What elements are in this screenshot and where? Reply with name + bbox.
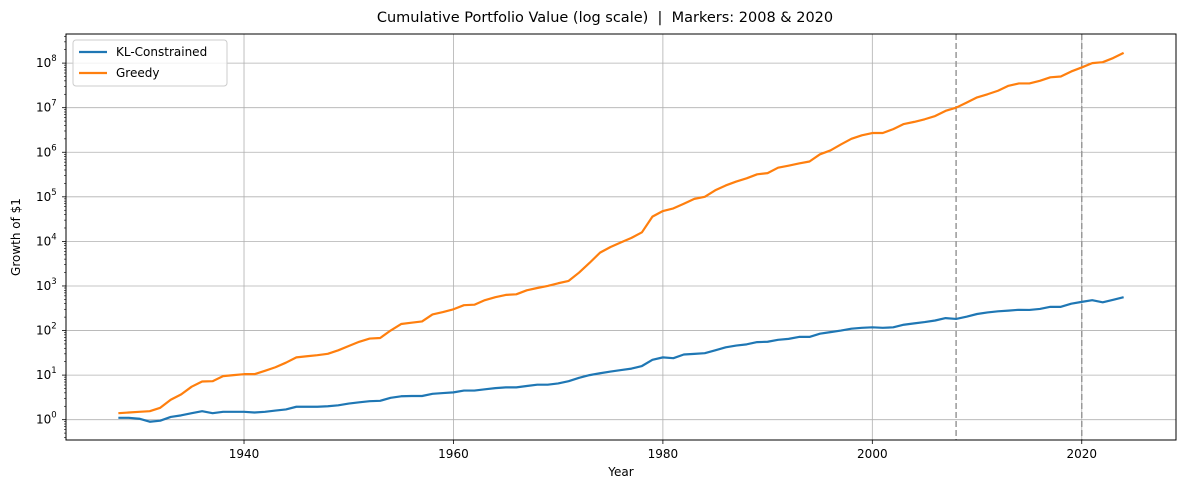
y-tick-label: 105: [36, 188, 57, 204]
legend-box: [72, 39, 228, 87]
y-tick-label: 107: [36, 99, 57, 115]
series-lines: [118, 51, 1125, 423]
chart-title: Cumulative Portfolio Value (log scale) |…: [377, 10, 833, 26]
y-tick-label: 106: [36, 143, 57, 159]
legend-label-greedy: Greedy: [116, 66, 159, 80]
x-tick-label: 1960: [438, 447, 469, 461]
x-tick-label: 2000: [857, 447, 888, 461]
y-axis: 100 101 102 103 104 105 106 107 108: [36, 35, 66, 438]
y-tick-label: 104: [36, 232, 57, 248]
y-axis-label: Growth of $1: [9, 198, 23, 276]
legend: KL-Constrained Greedy: [72, 39, 228, 87]
y-tick-label: 108: [36, 54, 57, 70]
x-axis: 1940 1960 1980 2000 2020: [229, 440, 1097, 461]
y-tick-label: 101: [36, 366, 57, 382]
series-line-greedy: [118, 51, 1125, 415]
marker-lines: [955, 34, 1083, 440]
y-tick-label: 102: [36, 322, 57, 338]
x-tick-label: 1940: [229, 447, 260, 461]
y-tick-label: 103: [36, 277, 57, 293]
x-tick-label: 1980: [648, 447, 679, 461]
legend-label-kl-constrained: KL-Constrained: [116, 45, 207, 59]
series-line-kl-constrained: [118, 296, 1124, 423]
x-tick-label: 2020: [1066, 447, 1097, 461]
x-axis-label: Year: [607, 465, 633, 479]
plot-frame: [65, 33, 1177, 441]
grid: [66, 34, 1176, 440]
y-tick-label: 100: [36, 411, 57, 427]
